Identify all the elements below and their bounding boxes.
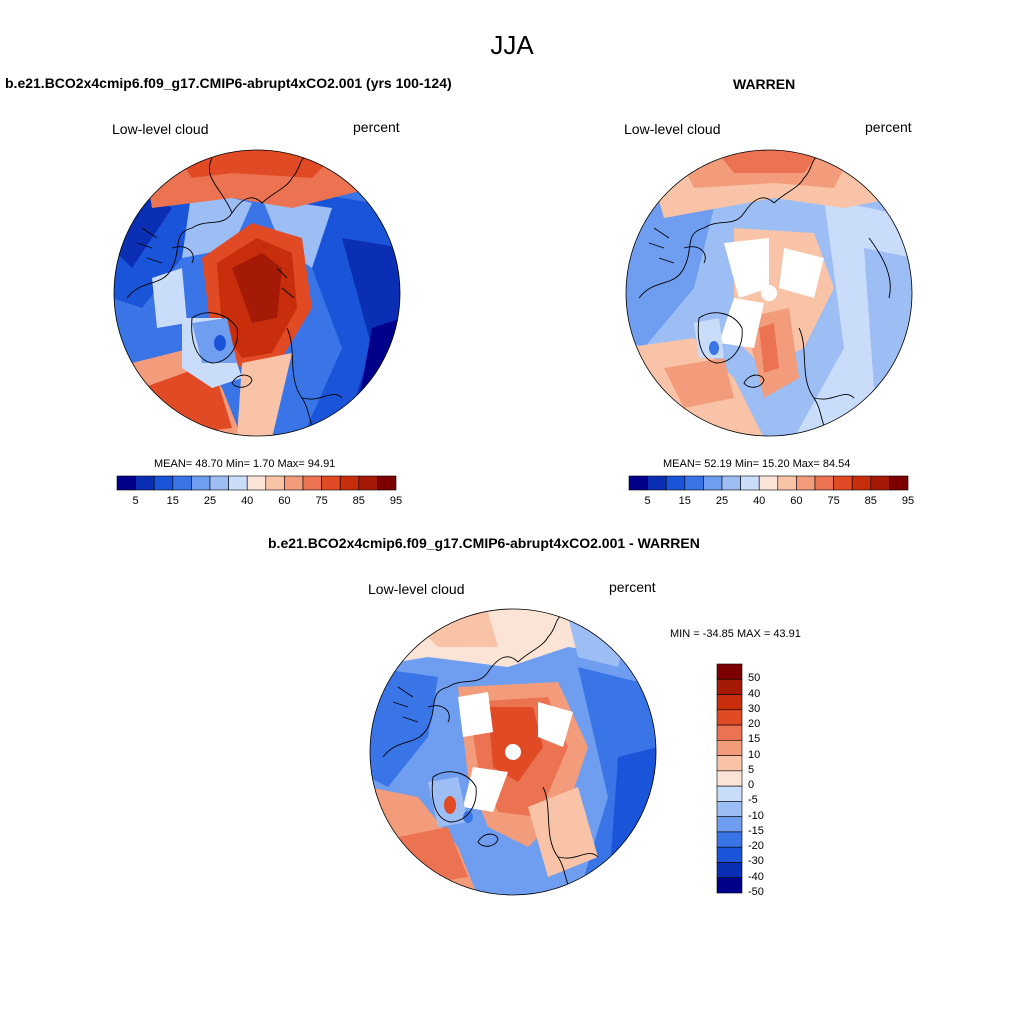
panel-1-variable-label: Low-level cloud bbox=[112, 121, 209, 137]
colorbar-swatch bbox=[716, 770, 743, 787]
colorbar-tick-label: -10 bbox=[748, 809, 764, 822]
colorbar-tick-label: -50 bbox=[748, 886, 764, 898]
panel-1-polar-map bbox=[113, 149, 401, 437]
colorbar-tick-label: -5 bbox=[748, 794, 758, 807]
colorbar-swatch bbox=[716, 862, 743, 879]
colorbar-tick-label: 85 bbox=[352, 495, 365, 507]
colorbar-swatch bbox=[302, 475, 322, 491]
colorbar-swatch bbox=[716, 846, 743, 863]
colorbar-swatch bbox=[321, 475, 341, 491]
colorbar-swatch bbox=[209, 475, 229, 491]
colorbar-tick-label: 60 bbox=[278, 495, 291, 507]
colorbar-tick-label: -30 bbox=[748, 855, 764, 868]
panel-1-colorbar bbox=[116, 475, 397, 491]
colorbar-tick-label: 15 bbox=[678, 495, 691, 507]
colorbar-swatch bbox=[265, 475, 285, 491]
colorbar-swatch bbox=[284, 475, 304, 491]
colorbar-swatch bbox=[870, 475, 890, 491]
colorbar-tick-label: 75 bbox=[827, 495, 840, 507]
colorbar-swatch bbox=[647, 475, 667, 491]
panel-1-colorbar-ticks: 5 15 25 40 60 75 85 95 bbox=[117, 495, 403, 509]
colorbar-swatch bbox=[716, 801, 743, 817]
panel-3-units-label: percent bbox=[609, 579, 656, 595]
colorbar-swatch bbox=[665, 475, 686, 491]
colorbar-swatch bbox=[740, 475, 760, 491]
panel-3-colorbar bbox=[716, 663, 743, 894]
colorbar-tick-label: 25 bbox=[203, 495, 217, 507]
colorbar-tick-label: 40 bbox=[753, 495, 766, 507]
colorbar-swatch bbox=[716, 816, 743, 833]
panel-2-polar-map bbox=[625, 149, 913, 437]
panel-3-variable-label: Low-level cloud bbox=[368, 581, 465, 597]
colorbar-swatch bbox=[228, 475, 248, 491]
panel-1-title: b.e21.BCO2x4cmip6.f09_g17.CMIP6-abrupt4x… bbox=[5, 75, 452, 91]
panel-2-units-label: percent bbox=[865, 119, 912, 135]
colorbar-swatch bbox=[796, 475, 816, 491]
colorbar-swatch bbox=[191, 475, 211, 491]
panel-1-stats: MEAN= 48.70 Min= 1.70 Max= 94.91 bbox=[154, 458, 336, 470]
colorbar-tick-label: 5 bbox=[132, 495, 139, 507]
panel-2-colorbar bbox=[628, 475, 909, 491]
colorbar-tick-label: 30 bbox=[748, 702, 761, 715]
colorbar-tick-label: 5 bbox=[748, 763, 755, 776]
colorbar-swatch bbox=[716, 877, 743, 894]
colorbar-swatch bbox=[628, 475, 648, 491]
colorbar-swatch bbox=[339, 475, 360, 491]
panel-3-title: b.e21.BCO2x4cmip6.f09_g17.CMIP6-abrupt4x… bbox=[268, 535, 700, 551]
colorbar-swatch bbox=[135, 475, 155, 491]
panel-3-stats: MIN = -34.85 MAX = 43.91 bbox=[670, 628, 801, 640]
panel-2-title: WARREN bbox=[733, 76, 796, 92]
colorbar-swatch bbox=[716, 724, 743, 741]
panel-3-colorbar-ticks: 50 40 30 20 15 10 5 0 -5 -10 -15 -20 -30 -40 -50 bbox=[748, 664, 788, 898]
colorbar-swatch bbox=[716, 831, 743, 848]
panel-2-stats: MEAN= 52.19 Min= 15.20 Max= 84.54 bbox=[663, 458, 851, 470]
colorbar-swatch bbox=[758, 475, 779, 491]
colorbar-tick-label: 95 bbox=[901, 495, 915, 507]
colorbar-tick-label: 10 bbox=[748, 748, 761, 761]
colorbar-swatch bbox=[116, 475, 136, 491]
colorbar-swatch bbox=[246, 475, 267, 491]
colorbar-swatch bbox=[814, 475, 834, 491]
colorbar-swatch bbox=[377, 475, 397, 491]
panel-1-units-label: percent bbox=[353, 119, 400, 135]
colorbar-swatch bbox=[716, 709, 743, 726]
colorbar-swatch bbox=[721, 475, 741, 491]
colorbar-tick-label: -15 bbox=[748, 824, 764, 837]
colorbar-swatch bbox=[777, 475, 797, 491]
colorbar-swatch bbox=[889, 475, 909, 491]
colorbar-tick-label: 5 bbox=[644, 495, 651, 507]
colorbar-tick-label: 85 bbox=[864, 495, 877, 507]
colorbar-tick-label: -40 bbox=[748, 870, 764, 883]
colorbar-tick-label: 40 bbox=[748, 687, 761, 700]
colorbar-swatch bbox=[716, 678, 743, 695]
colorbar-tick-label: 15 bbox=[748, 733, 761, 746]
colorbar-swatch bbox=[153, 475, 174, 491]
colorbar-swatch bbox=[716, 694, 743, 711]
colorbar-swatch bbox=[716, 755, 743, 772]
colorbar-swatch bbox=[716, 663, 743, 680]
colorbar-swatch bbox=[716, 785, 743, 802]
colorbar-tick-label: 40 bbox=[241, 495, 254, 507]
colorbar-swatch bbox=[703, 475, 723, 491]
figure-title: JJA bbox=[490, 30, 534, 60]
colorbar-tick-label: 95 bbox=[389, 495, 403, 507]
panel-3-polar-map bbox=[369, 608, 657, 896]
colorbar-swatch bbox=[684, 475, 704, 491]
colorbar-tick-label: 0 bbox=[748, 779, 755, 792]
colorbar-swatch bbox=[172, 475, 192, 491]
panel-2-variable-label: Low-level cloud bbox=[624, 121, 721, 137]
colorbar-swatch bbox=[851, 475, 872, 491]
colorbar-tick-label: 20 bbox=[748, 718, 761, 731]
colorbar-tick-label: 60 bbox=[790, 495, 803, 507]
colorbar-swatch bbox=[716, 740, 743, 756]
colorbar-tick-label: 75 bbox=[315, 495, 328, 507]
colorbar-tick-label: 15 bbox=[166, 495, 179, 507]
colorbar-swatch bbox=[833, 475, 853, 491]
colorbar-tick-label: -20 bbox=[748, 840, 764, 853]
colorbar-tick-label: 50 bbox=[748, 672, 761, 685]
colorbar-tick-label: 25 bbox=[715, 495, 729, 507]
panel-2-colorbar-ticks: 5 15 25 40 60 75 85 95 bbox=[629, 495, 915, 509]
colorbar-swatch bbox=[358, 475, 378, 491]
